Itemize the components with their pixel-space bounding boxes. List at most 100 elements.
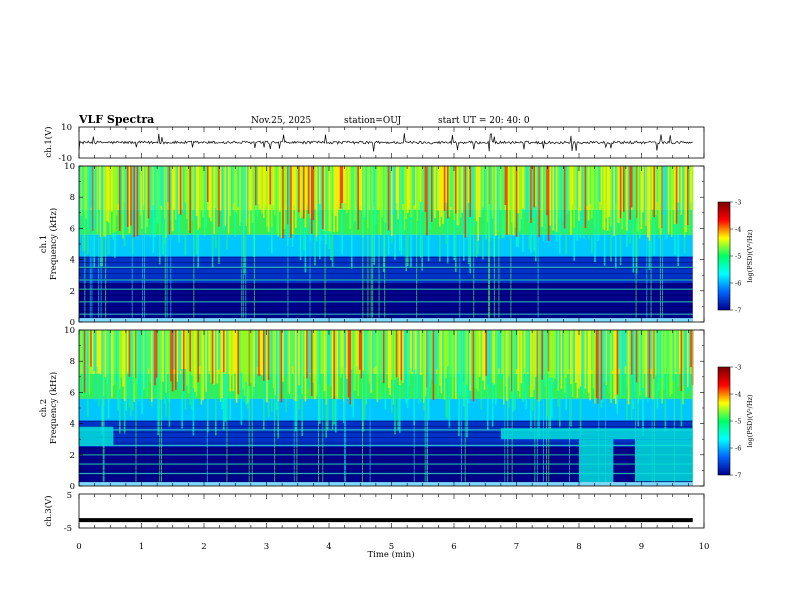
spec-streak-low [559,218,561,254]
spec-streak [485,166,487,240]
spec-streak [627,166,630,236]
spec-streak [274,166,276,216]
spec-streak-low [107,222,110,255]
spec-streak-low [168,402,171,428]
spec-streak [543,166,545,212]
spec-streak [373,330,375,369]
spec-streak [447,166,449,219]
spec-streak [359,166,361,207]
spec-streak-low [597,210,599,241]
spec-streak [437,330,439,397]
spec-streak [269,166,271,205]
spec-streak [405,166,407,220]
spec-streak [594,166,596,227]
spec-streak-low [407,382,409,409]
spec-streak [635,166,638,219]
spec-streak [469,166,471,217]
spec-streak [485,330,487,376]
spec-streak [379,166,382,235]
spec-streak-low [533,207,535,251]
colorbar-tick-label: -5 [735,253,741,261]
ch3-tick-marks [78,494,705,528]
spec-streak [189,330,191,372]
spec-streak [130,330,132,403]
spec-streak [239,166,241,226]
spec-streak [621,330,623,375]
spec-streak [296,166,299,221]
spec-streak-low [224,374,227,422]
spec-streak [659,330,662,379]
spec-streak [202,166,204,217]
spec-streak [501,166,503,239]
spec-streak-low [341,203,343,255]
spec-streak [375,166,377,225]
spec-streak [583,166,585,210]
spec-ytick-label: 4 [70,256,75,266]
spec-streak [503,330,505,405]
spec-streak [242,330,244,389]
spec-streak [279,166,281,212]
spec-streak [135,166,137,235]
date-label: Nov.25, 2025 [251,116,312,126]
spec-streak [384,330,387,394]
x-tick-label: 5 [389,542,394,552]
spec-streak [629,330,631,378]
spec-streak [298,166,300,213]
spec-streak [514,166,516,228]
spec-streak [219,330,222,402]
spec-streak [464,166,467,238]
spec-streak-low [189,371,191,405]
spec-streak [328,166,331,232]
spec-streak [106,330,108,384]
spec-streak [290,166,292,238]
spec-streak [394,330,396,381]
spec-streak-low [656,382,659,409]
spec-streak [643,330,646,370]
spec-streak [450,330,452,378]
spec-streak-low [387,230,390,255]
spec-streak-low [416,220,419,237]
spec-streak-low [458,370,460,437]
spec-streak-low [445,202,447,245]
spec-streak [557,330,559,391]
spec-streak-low [331,398,334,430]
spec-streak [231,330,233,376]
spec-streak-low [263,380,265,430]
spec-streak [456,330,459,394]
spec-streak [176,166,179,232]
spec-streak [199,330,201,366]
spec-streak-low [546,367,548,417]
spec-streak [675,330,678,372]
ch2-spectrogram-panel: 0 2 4 6 8 10 ch.2 Frequency (kHz) -3 -4 -5 -6 -7 l… [39,326,754,492]
spec-streak [619,330,622,397]
spec-streak-low [680,390,683,427]
spec-streak [184,330,187,369]
ch1-colorbar: -3 -4 -5 -6 -7 log(PSD)(V²/Hz) [717,199,754,315]
spec-streak-low [267,379,270,418]
spec-streak [275,330,278,402]
spec-streak [397,166,399,220]
spec-streak [296,330,299,402]
spec-streak-low [125,375,127,411]
spec-streak-low [559,379,561,428]
spec-streak [338,330,340,377]
spec-streak-low [303,218,305,250]
spec-streak-low [576,208,579,241]
spec-streak [458,330,460,371]
spec-streak-low [328,231,331,250]
spec-streak [567,166,569,215]
spec-streak [451,330,454,399]
spec-streak [298,330,300,386]
spec-streak [195,166,198,217]
spec-streak [471,330,473,392]
spec-streak [288,330,291,394]
spec-streak [285,330,287,377]
spec-streak [205,166,207,228]
spec-streak-low [99,237,102,267]
spec-streak-low [285,377,287,413]
spec-streak [643,166,646,221]
spec-streak-low [549,377,551,429]
spec-streak [637,330,639,404]
spec-streak-low [98,373,100,406]
spec-streak [618,330,620,369]
